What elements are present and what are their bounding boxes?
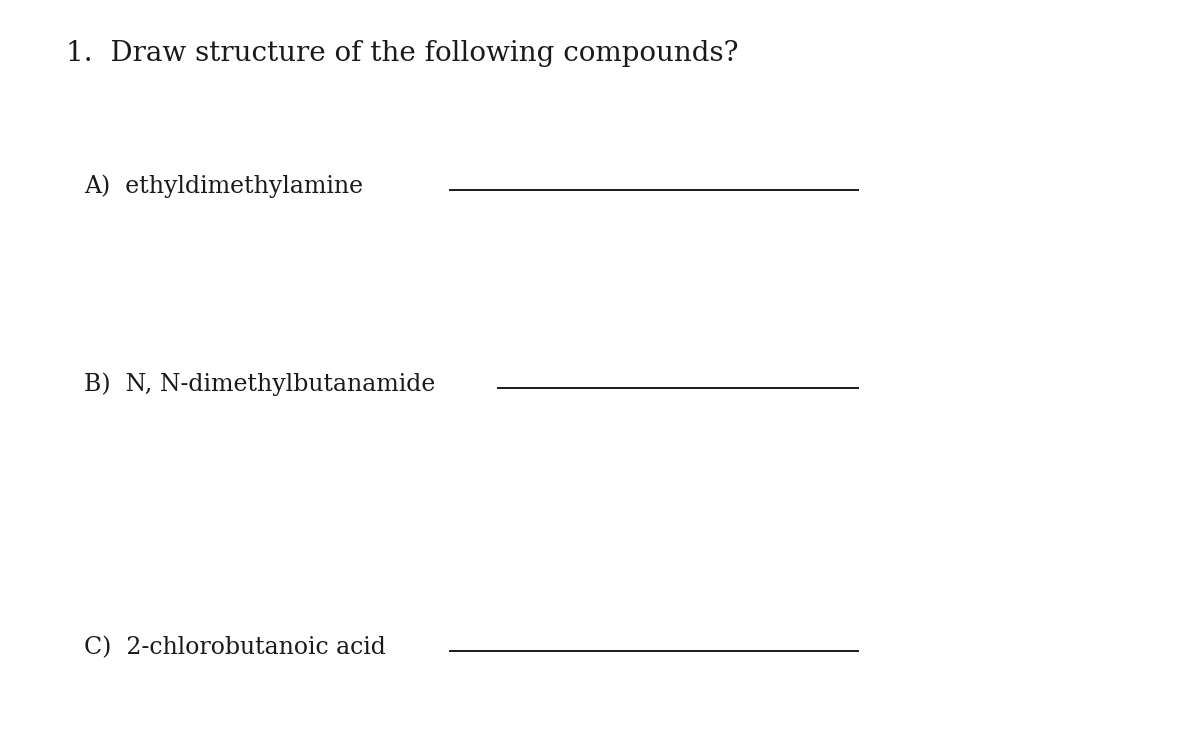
Text: C)  2-chlorobutanoic acid: C) 2-chlorobutanoic acid (84, 636, 386, 660)
Text: 1.  Draw structure of the following compounds?: 1. Draw structure of the following compo… (66, 40, 738, 67)
Text: A)  ethyldimethylamine: A) ethyldimethylamine (84, 175, 364, 198)
Text: B)  N, N-dimethylbutanamide: B) N, N-dimethylbutanamide (84, 373, 436, 396)
